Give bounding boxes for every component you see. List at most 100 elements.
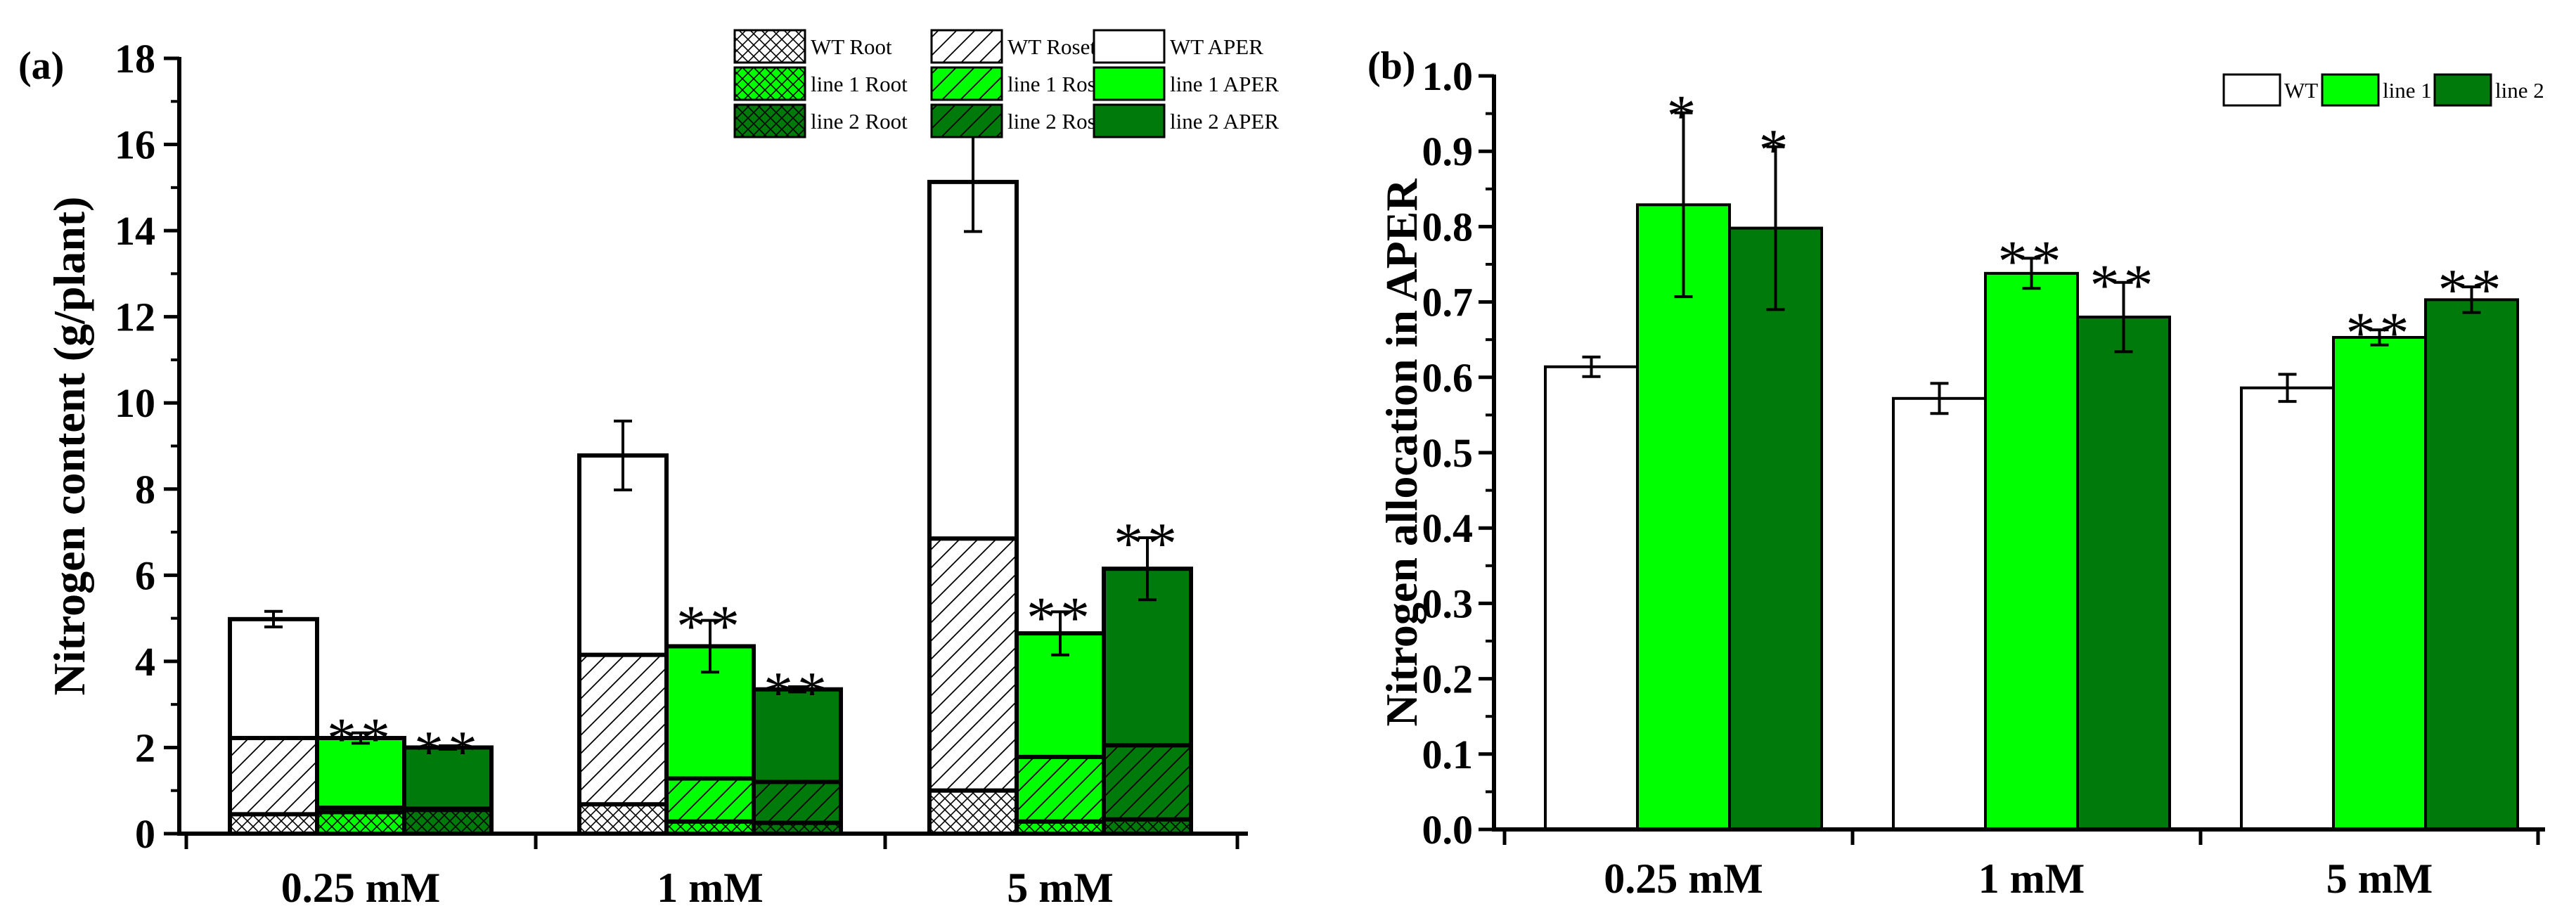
panel-b-bar-line-2-1-mm-significance: **: [2090, 253, 2158, 318]
panel-a-legend-wt-aper-swatch: [1093, 29, 1166, 64]
panel-a-x-label-5-mm: 5 mM: [1007, 865, 1114, 911]
panel-a-bar-line-1-0-25-mm-aper: [315, 735, 406, 810]
panel-b-bar-line-2-0-25-mm-error-bar: [1766, 145, 1785, 311]
panel-b-y-axis-label: Nitrogen allocation in APER: [1377, 179, 1427, 727]
panel-b-y-tick-label-0-9: 0.9: [1422, 129, 1474, 174]
panel-a-legend-line-1-root-swatch-hatch: [735, 67, 805, 100]
panel-a-bar-line-2-5-mm-rosette-hatch: [1104, 745, 1191, 820]
panel-a-legend-wt-rosette-swatch-hatch: [932, 30, 1002, 63]
panel-b-legend-wt-swatch: [2222, 73, 2281, 107]
panel-b-bar-line-1-0-25-mm-significance: *: [1667, 84, 1701, 149]
panel-a-y-tick-label-2: 2: [135, 725, 155, 770]
panel-a-legend-line-2-rosette-swatch-hatch: [932, 105, 1002, 137]
panel-a-bar-line-1-5-mm-significance: **: [1026, 585, 1094, 650]
panel-a-bar-wt-1-mm-root-hatch: [579, 804, 666, 834]
panel-b-bar-line-1-5-mm-significance: **: [2346, 300, 2414, 366]
panel-b-bar-line-1-0-25-mm: [1636, 203, 1731, 831]
panel-a-legend-line-2-aper-text: line 2 APER: [1170, 109, 1279, 134]
panel-a-bar-line-1-0-25-mm-root-hatch: [317, 812, 404, 834]
panel-a-bar-wt-0-25-mm-rosette-hatch: [230, 737, 317, 815]
panel-a-bar-line-1-1-mm-significance: **: [676, 594, 744, 659]
panel-a-bar-line-2-1-mm-rosette-hatch: [754, 782, 841, 823]
panel-a-bar-line-1-0-25-mm-rosette-hatch: [317, 808, 404, 813]
panel-a-bar-line-2-5-mm-error-bar: [1138, 536, 1157, 602]
panel-a-legend-line-1-rosette-swatch-hatch: [932, 67, 1002, 100]
panel-a-label: (a): [18, 44, 64, 88]
panel-a-legend-line-2-root-swatch-hatch: [735, 105, 805, 137]
panel-a-y-tick-label-10: 10: [115, 380, 155, 426]
panel-a-legend-line-1-aper-swatch: [1093, 66, 1166, 101]
panel-b-bar-wt-1-mm: [1892, 396, 1987, 831]
panel-a-legend-wt-root-text: WT Root: [811, 34, 892, 59]
panel-a-y-tick-label-6: 6: [135, 552, 155, 598]
panel-b-y-tick-label-0-3: 0.3: [1422, 581, 1474, 626]
panel-b-y-tick-label-0-1: 0.1: [1422, 732, 1474, 777]
panel-a-bar-line-2-5-mm-significance: **: [1114, 511, 1181, 576]
panel-a-legend-line-2-root-text: line 2 Root: [811, 109, 908, 134]
panel-a-bar-line-1-5-mm-root-hatch: [1017, 821, 1104, 834]
panel-a-bar-line-2-0-25-mm-significance: **: [414, 719, 482, 784]
panel-a-bar-line-1-1-mm-error-bar: [701, 619, 719, 674]
panel-a-bar-line-2-1-mm-error-bar: [788, 685, 806, 694]
panel-a-bar-line-2-1-mm-significance: **: [764, 660, 831, 725]
panel-a-bar-line-2-0-25-mm-error-bar: [439, 744, 457, 751]
panel-a-chart: (a) ** ** ** ** ** ** 0 2 4 6 8 10 12 14 16 18 0.25 mM 1 m…: [18, 29, 1279, 911]
panel-a-bar-line-1-0-25-mm-error-bar: [352, 731, 370, 745]
panel-a-y-tick-label-8: 8: [135, 467, 155, 512]
panel-b-y-tick-label-0-5: 0.5: [1422, 430, 1474, 476]
panel-b-x-label-5-mm: 5 mM: [2326, 855, 2433, 902]
panel-a-bar-wt-0-25-mm-error-bar: [264, 609, 283, 628]
panel-a-x-label-0-25-mm: 0.25 mM: [281, 865, 441, 911]
panel-a-legend-wt-aper-text: WT APER: [1170, 34, 1263, 59]
panel-a-bar-wt-0-25-mm-aper: [228, 616, 319, 740]
panel-b-bar-wt-5-mm-error-bar: [2278, 373, 2297, 403]
panel-b-bar-line-2-0-25-mm-significance: *: [1759, 117, 1793, 183]
panel-a-y-tick-label-14: 14: [115, 208, 155, 254]
panel-b-legend-line-1-swatch: [2321, 73, 2380, 107]
panel-b-legend-line-1-text: line 1: [2383, 78, 2432, 103]
panel-a-x-label-1-mm: 1 mM: [657, 865, 764, 911]
panel-b-y-tick-label-0-8: 0.8: [1422, 204, 1474, 250]
panel-a-bar-line-1-1-mm-root-hatch: [666, 821, 754, 834]
panel-b-bar-wt-1-mm-error-bar: [1930, 382, 1949, 415]
panel-a-bar-line-2-0-25-mm-root-hatch: [404, 810, 491, 834]
panel-b-bar-wt-0-25-mm-error-bar: [1582, 355, 1601, 378]
panel-b-bar-line-2-0-25-mm: [1728, 226, 1823, 831]
panel-b-x-label-0-25-mm: 0.25 mM: [1604, 855, 1763, 902]
panel-b-y-tick-label-0-7: 0.7: [1422, 280, 1474, 325]
panel-a-bar-wt-1-mm-rosette-hatch: [579, 654, 666, 805]
panel-b-bar-line-2-5-mm: [2424, 298, 2519, 832]
panel-a-y-tick-label-16: 16: [115, 122, 155, 168]
panel-b-y-tick-label-1-0: 1.0: [1422, 53, 1474, 99]
panel-b-y-tick-label-0-6: 0.6: [1422, 355, 1474, 401]
panel-a-legend-line-1-root-text: line 1 Root: [811, 72, 908, 96]
panel-b-bar-line-1-1-mm: [1984, 271, 2079, 831]
panel-a-bar-line-1-5-mm-rosette-hatch: [1017, 756, 1104, 822]
panel-b-bar-wt-0-25-mm: [1544, 365, 1639, 831]
panel-a-bar-line-2-1-mm-root-hatch: [754, 822, 841, 834]
panel-a-bar-wt-5-mm-rosette-hatch: [929, 538, 1017, 791]
panel-a-y-tick-label-12: 12: [115, 295, 155, 340]
panel-a-y-axis-label: Nitrogen content (g/plant): [44, 197, 94, 696]
panel-b-legend-wt-text: WT: [2284, 78, 2318, 103]
panel-b-bar-line-1-1-mm-error-bar: [2022, 257, 2041, 290]
panel-b-legend-line-2-text: line 2: [2495, 78, 2544, 103]
panel-b-bar-line-1-5-mm: [2332, 335, 2427, 831]
panel-b-bar-line-1-1-mm-significance: **: [1998, 228, 2066, 294]
panel-a-bar-wt-5-mm-aper: [927, 179, 1019, 541]
panel-b-bar-line-1-0-25-mm-error-bar: [1674, 111, 1693, 299]
panel-b-bar-line-2-5-mm-significance: **: [2438, 257, 2506, 323]
panel-b-bar-line-2-1-mm: [2076, 316, 2171, 832]
panel-a-legend-line-1-aper-text: line 1 APER: [1170, 72, 1279, 96]
panel-a-bar-line-1-5-mm-error-bar: [1051, 610, 1069, 657]
panel-b-y-tick-label-0-2: 0.2: [1422, 657, 1474, 702]
panel-a-bar-line-2-1-mm-aper: [752, 687, 843, 784]
panel-a-bar-line-1-1-mm-rosette-hatch: [666, 778, 754, 822]
panel-a-legend-line-2-aper-swatch: [1093, 103, 1166, 138]
panel-b-y-tick-label-0-0: 0.0: [1422, 807, 1474, 853]
panel-b-bar-line-2-5-mm-error-bar: [2462, 285, 2481, 314]
panel-b-y-tick-label-0-4: 0.4: [1422, 505, 1474, 551]
panel-a-legend-wt-root-swatch-hatch: [735, 30, 805, 63]
panel-b-x-label-1-mm: 1 mM: [1978, 855, 2085, 902]
